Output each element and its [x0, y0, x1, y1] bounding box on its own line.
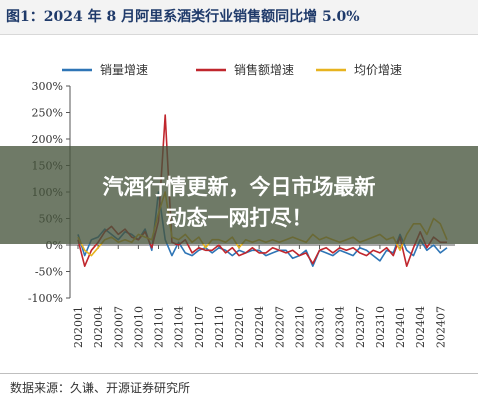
x-tick-label: 202404 [414, 306, 427, 348]
overlay-subheadline: 动态一网打尽！ [165, 206, 313, 230]
y-tick-label: 250% [32, 107, 63, 120]
promo-banner-overlay: 汽酒行情更新，今日市场最新 动态一网打尽！ [0, 146, 478, 244]
axes: -100%-50%0%50%100%150%200%250%300%202001… [28, 80, 455, 348]
x-tick-label: 202110 [213, 306, 226, 348]
source-note: 数据来源：久谦、开源证券研究所 [10, 381, 191, 395]
y-tick-label: 200% [32, 133, 63, 146]
legend-label-3: 均价增速 [354, 63, 402, 77]
chart-title: 图1：2024 年 8 月阿里系酒类行业销售额同比增 5.0% [6, 9, 360, 25]
overlay-headline: 汽酒行情更新，今日市场最新 [102, 175, 376, 199]
x-tick-label: 202201 [233, 306, 246, 348]
x-tick-label: 202310 [374, 306, 387, 348]
x-tick-label: 202007 [112, 306, 125, 348]
x-tick-label: 202304 [334, 306, 347, 348]
title-bar: 图1：2024 年 8 月阿里系酒类行业销售额同比增 5.0% [0, 0, 478, 35]
x-tick-label: 202004 [92, 306, 105, 348]
x-tick-label: 202204 [253, 306, 266, 348]
x-tick-label: 202210 [293, 306, 306, 348]
x-tick-label: 202101 [153, 306, 166, 348]
x-tick-label: 202307 [354, 306, 367, 348]
y-tick-label: -50% [35, 266, 63, 279]
x-tick-label: 202401 [394, 306, 407, 348]
x-tick-label: 202207 [273, 306, 286, 348]
x-tick-label: 202301 [314, 306, 327, 348]
legend: 销量增速 销售额增速 均价增速 [62, 62, 402, 77]
legend-label-2: 销售额增速 [234, 62, 294, 77]
x-tick-label: 202010 [132, 306, 145, 348]
x-tick-label: 202001 [72, 306, 85, 348]
y-tick-label: -100% [28, 292, 63, 305]
x-tick-label: 202407 [434, 306, 447, 348]
x-tick-label: 202107 [193, 306, 206, 348]
y-tick-label: 300% [32, 80, 63, 93]
x-tick-label: 202104 [173, 306, 186, 348]
source-divider [0, 373, 478, 374]
legend-label-1: 销量增速 [100, 63, 148, 77]
